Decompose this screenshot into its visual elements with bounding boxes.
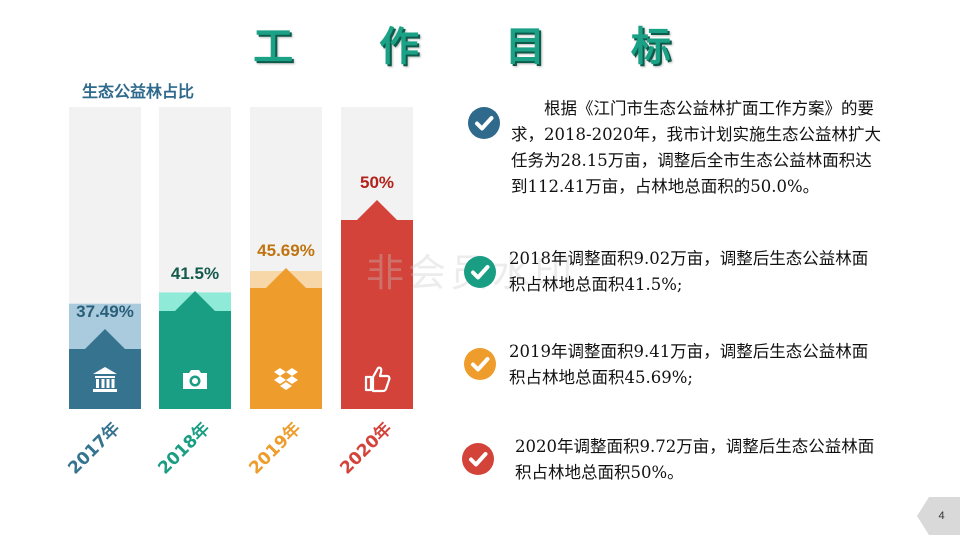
camera-icon (183, 370, 207, 389)
bar-value-label: 41.5% (171, 264, 219, 283)
check-circle-icon (464, 348, 496, 380)
thumbs-up-icon (364, 366, 391, 393)
bar-value-label: 50% (360, 173, 394, 192)
goal-item-2019: 2019年调整面积9.41万亩，调整后生态公益林面积占林地总面积45.69%; (509, 342, 869, 387)
check-circle-icon (468, 107, 500, 139)
dropbox-icon (274, 368, 298, 390)
x-tick-label: 2017年 (64, 418, 124, 478)
x-tick-label: 2019年 (245, 418, 305, 478)
x-tick-label: 2018年 (154, 418, 214, 478)
x-tick-label: 2020年 (336, 418, 396, 478)
bar-fill (159, 291, 231, 409)
goal-item-intro: 根据《江门市生态公益林扩面工作方案》的要求，2018-2020年，我市计划实施生… (511, 99, 882, 196)
bar-value-label: 45.69% (257, 241, 315, 260)
check-circle-icon (462, 443, 494, 475)
chart-title: 生态公益林占比 (82, 82, 195, 101)
goal-item-2020: 2020年调整面积9.72万亩，调整后生态公益林面积占林地总面积50%。 (515, 437, 875, 482)
bar-value-label: 37.49% (76, 302, 134, 321)
goal-item-2018: 2018年调整面积9.02万亩，调整后生态公益林面积占林地总面积41.5%; (509, 249, 869, 294)
page-title: 工 作 目 标 (253, 24, 707, 70)
bar-fill (341, 200, 413, 409)
bar-fill (250, 268, 322, 409)
bank-icon (93, 367, 117, 392)
check-circle-icon (464, 256, 496, 288)
